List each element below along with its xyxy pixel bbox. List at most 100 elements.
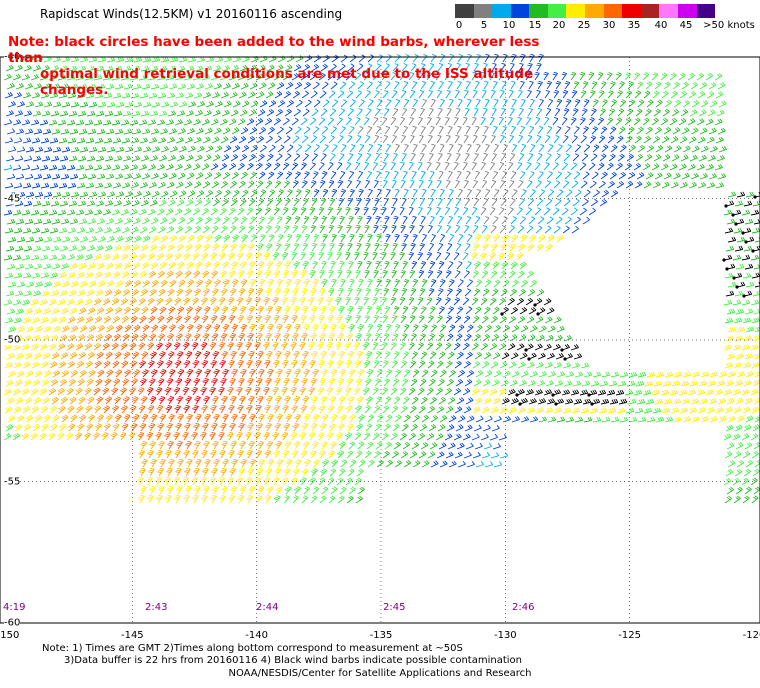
- wind-barb: [743, 200, 753, 207]
- wind-barb: [385, 323, 392, 333]
- wind-barb: [427, 269, 434, 279]
- wind-barb: [339, 170, 346, 180]
- wind-barb: [412, 460, 421, 468]
- wind-barb: [590, 108, 597, 117]
- wind-barb: [95, 378, 103, 387]
- wind-barb: [463, 360, 471, 369]
- wind-barb: [32, 155, 42, 162]
- wind-barb: [489, 297, 497, 306]
- wind-barb: [571, 407, 581, 414]
- wind-barb: [644, 380, 654, 387]
- wind-barb: [195, 323, 203, 333]
- wind-barb: [184, 467, 191, 477]
- wind-barb: [651, 163, 660, 171]
- wind-barb: [202, 92, 211, 99]
- wind-barb: [411, 306, 418, 315]
- wind-barb: [736, 236, 746, 243]
- wind-barb: [329, 242, 335, 252]
- wind-barb: [192, 449, 199, 459]
- wind-barb: [418, 179, 424, 189]
- wind-barb: [310, 495, 318, 504]
- wind-barb: [597, 71, 604, 81]
- wind-barb: [535, 361, 544, 369]
- wind-barb: [77, 334, 86, 342]
- wind-barb: [410, 333, 417, 342]
- wind-barb: [284, 260, 292, 270]
- wind-barb: [310, 377, 317, 387]
- wind-barb: [417, 342, 425, 351]
- wind-barb: [554, 153, 561, 162]
- wind-barb: [16, 281, 26, 288]
- wind-barb: [382, 314, 389, 324]
- wind-barb: [165, 404, 173, 414]
- wind-barb: [295, 144, 303, 153]
- wind-barb: [30, 299, 39, 306]
- wind-barb: [66, 164, 76, 171]
- wind-barb: [426, 297, 433, 306]
- wind-barb: [104, 200, 114, 207]
- wind-barb: [5, 110, 14, 117]
- wind-barb: [573, 126, 580, 135]
- wind-barb: [318, 206, 325, 216]
- wind-barb: [157, 422, 165, 432]
- wind-barb: [402, 125, 408, 135]
- wind-barb: [138, 119, 148, 126]
- wind-barb: [5, 424, 14, 432]
- wind-barb: [545, 243, 553, 252]
- wind-barb: [546, 216, 554, 225]
- wind-barb: [168, 261, 176, 270]
- wind-barb: [238, 287, 246, 297]
- wind-barb: [311, 468, 318, 477]
- wind-barb: [106, 280, 115, 288]
- wind-barb: [706, 182, 716, 189]
- wind-barb: [230, 243, 238, 252]
- wind-barb: [421, 143, 427, 153]
- wind-barb: [394, 278, 400, 288]
- wind-barb: [520, 98, 526, 108]
- wind-barb: [510, 352, 519, 360]
- wind-barb: [30, 388, 39, 396]
- wind-barb: [444, 161, 450, 171]
- wind-barb: [228, 449, 235, 459]
- wind-barb: [302, 305, 309, 315]
- wind-barb: [293, 242, 300, 252]
- wind-barb: [420, 260, 427, 270]
- wind-barb: [617, 380, 627, 387]
- wind-barb: [518, 379, 527, 387]
- wind-barb: [79, 191, 89, 198]
- wind-barb: [256, 422, 263, 432]
- wind-barb: [66, 119, 76, 126]
- wind-barb: [264, 449, 272, 459]
- wind-barb: [565, 371, 575, 378]
- wind-barb: [265, 422, 272, 432]
- wind-barb: [358, 233, 364, 243]
- wind-barb: [453, 116, 459, 126]
- wind-barb: [103, 315, 112, 324]
- wind-barb: [193, 422, 200, 432]
- wind-barb: [607, 180, 615, 189]
- wind-barb: [484, 188, 491, 198]
- wind-barb: [481, 315, 489, 324]
- wind-barb: [283, 180, 291, 189]
- wind-barb: [390, 432, 398, 441]
- map-frame: [0, 56, 760, 624]
- wind-barb: [294, 323, 301, 333]
- wind-barb: [327, 72, 335, 81]
- wind-barb: [411, 396, 419, 405]
- wind-barb: [319, 332, 326, 342]
- wind-barb: [160, 190, 169, 198]
- wind-barb: [49, 92, 59, 99]
- wind-barb: [547, 325, 556, 333]
- wind-barb: [552, 343, 561, 351]
- wind-barb: [106, 324, 114, 333]
- wind-barb: [447, 170, 453, 180]
- wind-barb: [735, 442, 744, 450]
- wind-barb: [400, 360, 407, 369]
- wind-barb: [258, 126, 267, 135]
- wind-barb: [384, 305, 391, 315]
- wind-barb: [618, 171, 626, 180]
- wind-barb: [236, 431, 243, 441]
- wind-barb: [429, 170, 435, 180]
- wind-barb: [498, 388, 507, 396]
- wind-barb: [203, 350, 211, 360]
